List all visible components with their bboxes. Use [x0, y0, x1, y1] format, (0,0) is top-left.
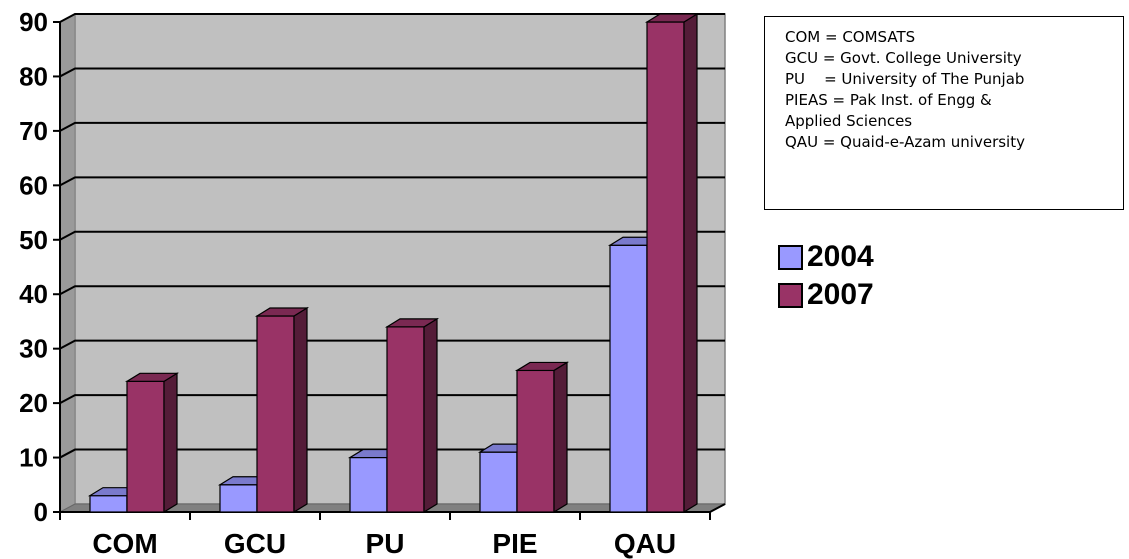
gridline: [59, 230, 725, 241]
bar-side: [423, 317, 438, 514]
abbreviation-line: GCU = Govt. College University: [785, 49, 1022, 67]
y-tick-label: 80: [19, 61, 48, 91]
gridline: [59, 67, 725, 78]
bar-front: [349, 456, 388, 513]
y-tick-label: 90: [19, 7, 48, 37]
gridline: [59, 285, 725, 296]
bar-front: [219, 484, 258, 513]
x-tick-label: COM: [92, 528, 157, 559]
legend-label-2004: 2004: [807, 240, 874, 273]
legend-item-2007: 2007: [778, 276, 874, 314]
y-tick-label: 40: [19, 279, 48, 309]
bar-front: [479, 451, 518, 513]
bar-top: [644, 13, 700, 23]
gridline: [59, 176, 725, 187]
bar-com-2007: [124, 372, 180, 514]
x-tick-label: PU: [366, 528, 405, 559]
abbreviation-line: QAU = Quaid-e-Azam university: [785, 133, 1025, 151]
bar-top: [124, 372, 180, 382]
bar-side: [553, 361, 568, 514]
bar-qau-2007: [644, 12, 700, 514]
legend: 2004 2007: [778, 238, 874, 314]
bars: [87, 12, 700, 514]
bar-top: [384, 318, 440, 328]
bar-front: [646, 21, 685, 513]
y-tick-label: 10: [19, 443, 48, 473]
bar-chart: 0 10 20 30 40 50 60 70 80 90 COM GCU PU PIE QAU: [19, 7, 726, 559]
x-tick-label: PIE: [492, 528, 537, 559]
bar-front: [126, 380, 165, 513]
bar-front: [516, 369, 555, 513]
bar-front: [256, 315, 295, 513]
y-tick-labels: 0 10 20 30 40 50 60 70 80 90: [19, 7, 48, 527]
x-tick-label: QAU: [614, 528, 676, 559]
x-tick-labels: COM GCU PU PIE QAU: [92, 528, 676, 559]
side-wall: [59, 13, 76, 513]
bar-pu-2007: [384, 317, 440, 514]
gridline: [59, 339, 725, 350]
bar-pie-2007: [514, 361, 570, 514]
abbreviation-box: COM = COMSATS GCU = Govt. College Univer…: [764, 16, 1124, 210]
legend-item-2004: 2004: [778, 238, 874, 276]
legend-swatch-2004: [778, 244, 803, 270]
bar-front: [609, 244, 648, 513]
gridline: [59, 394, 725, 404]
y-tick-label: 0: [34, 497, 48, 527]
bar-top: [254, 307, 310, 317]
y-tick-label: 20: [19, 388, 48, 418]
bar-front: [89, 495, 128, 513]
y-tick-label: 70: [19, 116, 48, 146]
bar-front: [386, 326, 425, 513]
abbreviation-line: PU = University of The Punjab: [785, 70, 1025, 88]
legend-swatch-2007: [778, 282, 803, 308]
abbreviation-line: COM = COMSATS: [785, 28, 916, 46]
gridline: [59, 13, 725, 23]
abbreviation-line: Applied Sciences: [785, 112, 913, 130]
bar-top: [514, 361, 570, 372]
bar-side: [293, 306, 308, 514]
y-tick-label: 30: [19, 334, 48, 364]
x-tick-label: GCU: [224, 528, 286, 559]
bar-side: [683, 12, 698, 514]
y-tick-label: 50: [19, 225, 48, 255]
abbreviation-line: PIEAS = Pak Inst. of Engg &: [785, 91, 992, 109]
gridline: [59, 121, 725, 132]
bar-gcu-2007: [254, 306, 310, 514]
legend-label-2007: 2007: [807, 278, 874, 311]
bar-side: [163, 372, 178, 514]
x-axis-depth: [709, 503, 726, 513]
gridlines: [59, 13, 725, 459]
y-tick-label: 60: [19, 170, 48, 200]
